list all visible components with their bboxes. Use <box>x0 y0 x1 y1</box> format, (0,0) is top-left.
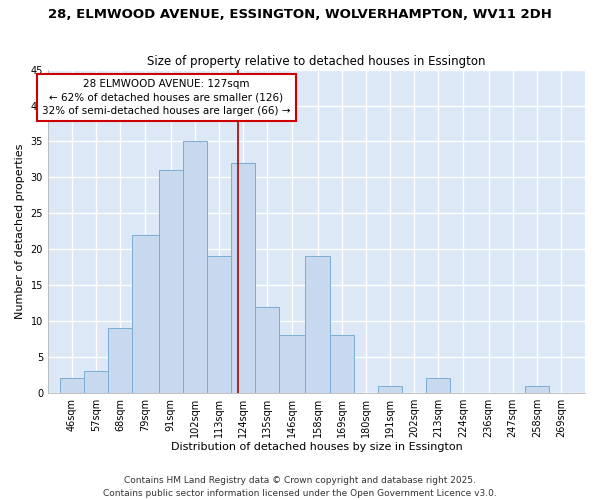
Bar <box>231 163 255 392</box>
Bar <box>525 386 549 392</box>
Bar <box>183 142 207 392</box>
Bar <box>305 256 329 392</box>
Title: Size of property relative to detached houses in Essington: Size of property relative to detached ho… <box>147 56 486 68</box>
Y-axis label: Number of detached properties: Number of detached properties <box>15 144 25 319</box>
Text: 28 ELMWOOD AVENUE: 127sqm
← 62% of detached houses are smaller (126)
32% of semi: 28 ELMWOOD AVENUE: 127sqm ← 62% of detac… <box>42 80 290 116</box>
Bar <box>378 386 402 392</box>
Bar <box>60 378 84 392</box>
Bar <box>279 336 305 392</box>
Bar <box>84 371 108 392</box>
Bar <box>133 235 158 392</box>
Bar <box>158 170 183 392</box>
Text: Contains HM Land Registry data © Crown copyright and database right 2025.
Contai: Contains HM Land Registry data © Crown c… <box>103 476 497 498</box>
Text: 28, ELMWOOD AVENUE, ESSINGTON, WOLVERHAMPTON, WV11 2DH: 28, ELMWOOD AVENUE, ESSINGTON, WOLVERHAM… <box>48 8 552 20</box>
X-axis label: Distribution of detached houses by size in Essington: Distribution of detached houses by size … <box>170 442 463 452</box>
Bar <box>255 306 279 392</box>
Bar <box>426 378 450 392</box>
Bar <box>108 328 133 392</box>
Bar <box>329 336 354 392</box>
Bar <box>207 256 231 392</box>
